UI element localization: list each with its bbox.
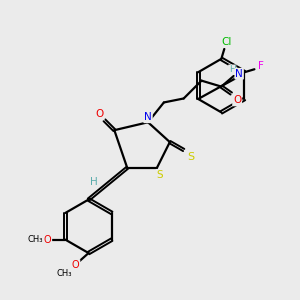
Text: S: S: [157, 170, 163, 180]
Text: H: H: [229, 65, 236, 74]
Text: S: S: [187, 152, 194, 162]
Text: O: O: [44, 235, 51, 245]
Text: CH₃: CH₃: [56, 269, 72, 278]
Text: N: N: [235, 69, 243, 79]
Text: F: F: [258, 61, 264, 71]
Text: Cl: Cl: [221, 37, 232, 47]
Text: O: O: [72, 260, 80, 270]
Text: H: H: [90, 177, 98, 187]
Text: O: O: [233, 95, 241, 106]
Text: CH₃: CH₃: [28, 235, 44, 244]
Text: O: O: [95, 109, 104, 119]
Text: N: N: [144, 112, 152, 122]
